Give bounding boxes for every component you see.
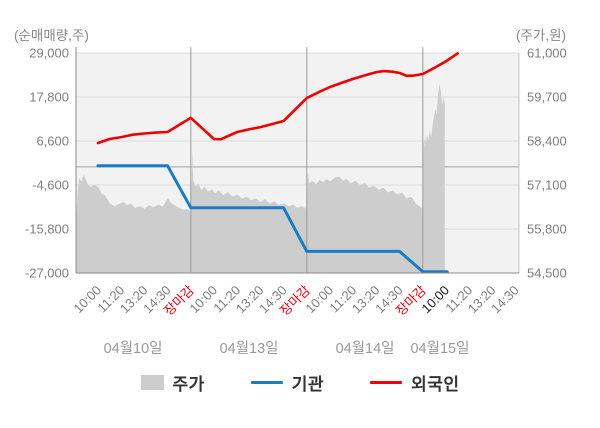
date-labels: 04월10일 04월13일 04월14일 04월15일 [104,340,470,357]
svg-text:29,000: 29,000 [29,46,69,61]
legend-label-institutions: 기관 [291,375,325,394]
svg-text:(순매매량,주): (순매매량,주) [14,28,89,43]
institutions-line-series [96,164,449,274]
left-axis-title: (순매매량,주) [14,28,89,43]
left-axis-tick-labels: 29,000 17,800 6,600 -4,600 -15,800 -27,000 [25,46,69,281]
x-tick-labels: 10:0011:2013:2014:30장마감10:0011:2013:2014… [71,282,522,318]
svg-text:6,600: 6,600 [36,134,69,149]
legend-item-institutions: 기관 [250,370,325,395]
legend-label-price: 주가 [172,375,205,394]
svg-text:-27,000: -27,000 [25,266,69,281]
svg-text:61,000: 61,000 [527,46,567,61]
svg-text:58,400: 58,400 [527,134,567,149]
svg-text:-4,600: -4,600 [32,178,69,193]
chart-legend: 주가 기관 외국인 [0,370,600,395]
price-area-swatch [140,375,164,390]
svg-text:04월14일: 04월14일 [336,340,395,357]
chart-canvas: 29,000 17,800 6,600 -4,600 -15,800 -27,000 61,… [14,28,567,357]
foreigners-line-series [96,52,459,145]
svg-text:57,100: 57,100 [527,178,567,193]
svg-text:55,800: 55,800 [527,222,567,237]
svg-text:54,500: 54,500 [527,266,567,281]
svg-text:59,700: 59,700 [527,90,567,105]
svg-text:04월13일: 04월13일 [220,340,279,357]
right-axis-title: (주가,원) [516,28,566,43]
svg-text:17,800: 17,800 [29,90,69,105]
day-dividers [190,47,424,273]
svg-text:04월15일: 04월15일 [410,340,469,357]
legend-label-foreigners: 외국인 [411,375,460,394]
price-area-series [76,83,445,273]
svg-text:-15,800: -15,800 [25,222,69,237]
right-axis-tick-labels: 61,000 59,700 58,400 57,100 55,800 54,500 [527,46,567,281]
institutions-line-swatch [250,381,283,384]
foreigners-line-swatch [370,381,403,384]
svg-text:(주가,원): (주가,원) [516,28,566,43]
svg-text:04월10일: 04월10일 [104,340,163,357]
legend-item-price: 주가 [140,370,205,395]
legend-item-foreigners: 외국인 [370,370,459,395]
svg-text:14:30: 14:30 [488,283,522,317]
